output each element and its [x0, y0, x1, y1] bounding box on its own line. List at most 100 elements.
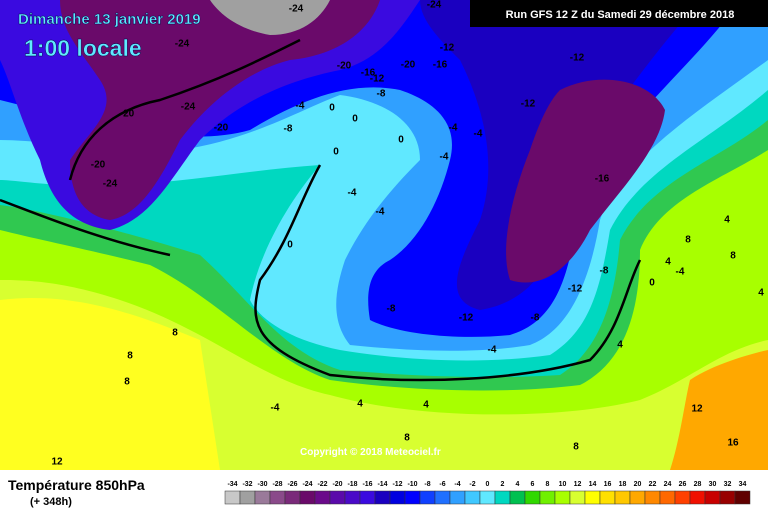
contour-label: 0: [287, 240, 293, 251]
legend-swatch: [434, 490, 451, 505]
contour-label: 12: [691, 404, 703, 415]
legend-swatch: [449, 490, 466, 505]
legend-label: -10: [407, 481, 417, 488]
contour-label: -20: [91, 160, 106, 171]
zone: [506, 79, 665, 283]
legend-label: -8: [424, 481, 430, 488]
contour-label: -24: [181, 102, 196, 113]
contour-label: -12: [570, 53, 585, 64]
legend-swatch: [254, 490, 271, 505]
legend-swatch: [509, 490, 526, 505]
contour-label: -4: [449, 123, 458, 134]
legend-label: 0: [486, 481, 490, 488]
legend-label: 2: [501, 481, 505, 488]
copyright: Copyright © 2018 Meteociel.fr: [300, 447, 441, 458]
legend-swatch: [704, 490, 721, 505]
legend-swatch: [569, 490, 586, 505]
contour-zero: [254, 164, 642, 382]
legend-label: 6: [531, 481, 535, 488]
legend-swatch: [629, 490, 646, 505]
contour-label: 16: [727, 438, 739, 449]
contour-label: -12: [521, 99, 536, 110]
contour-minus-twenty: [68, 38, 301, 181]
temperature-field: [0, 0, 768, 470]
legend-swatch: [464, 490, 481, 505]
legend-label: -6: [439, 481, 445, 488]
legend-swatch: [374, 490, 391, 505]
contour-label: -16: [595, 174, 610, 185]
contour-label: 8: [730, 251, 736, 262]
contour-label: -24: [427, 0, 442, 11]
date-text: Dimanche 13 janvier 2019: [18, 11, 201, 28]
contour-label: 12: [51, 457, 63, 468]
contour-label: -24: [289, 4, 304, 15]
legend-swatch: [389, 490, 406, 505]
legend-swatch: [524, 490, 541, 505]
legend-label: 34: [739, 481, 747, 488]
legend-swatch: [314, 490, 331, 505]
legend-label: 16: [604, 481, 612, 488]
contour-label: -4: [488, 345, 497, 356]
contour-label: 0: [333, 147, 339, 158]
time-text: 1:00 locale: [24, 35, 142, 61]
zone: [210, 0, 330, 35]
legend-swatch: [344, 490, 361, 505]
legend-label: -2: [469, 481, 475, 488]
legend-label: 22: [649, 481, 657, 488]
contour-label: -4: [376, 207, 385, 218]
legend-label: 12: [574, 481, 582, 488]
legend-swatch: [584, 490, 601, 505]
legend-swatch: [599, 490, 616, 505]
legend-swatch: [299, 490, 316, 505]
contour-label: -4: [296, 101, 305, 112]
legend-swatch: [359, 490, 376, 505]
legend-label: 30: [709, 481, 717, 488]
contour-label: -20: [401, 60, 416, 71]
legend-label: -4: [454, 481, 460, 488]
contour-label: 4: [758, 288, 764, 299]
legend-swatch: [539, 490, 556, 505]
legend-swatch: [404, 490, 421, 505]
contour-label: 8: [404, 433, 410, 444]
contour-label: -8: [387, 304, 396, 315]
contour-label: -8: [377, 89, 386, 100]
legend-label: 4: [516, 481, 520, 488]
contour-label: 4: [617, 340, 623, 351]
legend-swatch: [659, 490, 676, 505]
legend-swatch: [269, 490, 286, 505]
contour-label: 8: [124, 377, 130, 388]
legend-swatch: [494, 490, 511, 505]
legend-swatch: [734, 490, 751, 505]
contour-label: -20: [337, 61, 352, 72]
contour-label: 8: [172, 328, 178, 339]
legend-label: 10: [559, 481, 567, 488]
contour-label: 4: [724, 215, 730, 226]
contour-label: -4: [676, 267, 685, 278]
contour-label: 0: [398, 135, 404, 146]
legend-label: 20: [634, 481, 642, 488]
contour-label: 8: [685, 235, 691, 246]
legend-swatch: [284, 490, 301, 505]
legend-swatch: [674, 490, 691, 505]
contour-label: -12: [440, 43, 455, 54]
contour-label: -4: [474, 129, 483, 140]
contour-label: -20: [120, 109, 135, 120]
legend-label: -30: [257, 481, 267, 488]
zone: [670, 350, 768, 470]
contour-label: -12: [459, 313, 474, 324]
contour-label: -16: [361, 68, 376, 79]
legend-label: 28: [694, 481, 702, 488]
contour-label: -24: [175, 39, 190, 50]
legend-label: -18: [347, 481, 357, 488]
run-text: Run GFS 12 Z du Samedi 29 décembre 2018: [506, 9, 735, 21]
contour-label: 8: [573, 442, 579, 453]
legend-label: -16: [362, 481, 372, 488]
contour-label: -24: [103, 179, 118, 190]
zone: [60, 0, 380, 220]
footer-lead: (+ 348h): [30, 496, 72, 508]
legend-swatch: [329, 490, 346, 505]
legend-label: -32: [242, 481, 252, 488]
contour-label: 0: [352, 114, 358, 125]
